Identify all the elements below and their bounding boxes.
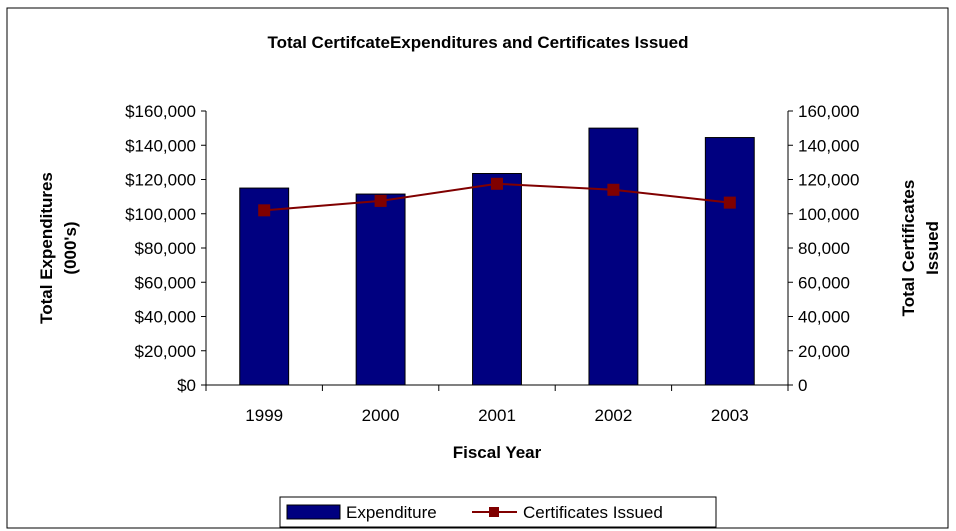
y-tick-label: $40,000 <box>135 308 196 327</box>
y-tick-label: $60,000 <box>135 273 196 292</box>
y2-tick-label: 20,000 <box>798 342 850 361</box>
bar-expenditure <box>239 187 290 386</box>
x-axis-ticks: 1999 2000 2001 2002 2003 <box>205 385 789 425</box>
chart-title: Total CertifcateExpenditures and Certifi… <box>267 33 688 52</box>
y-tick-label: $120,000 <box>125 171 196 190</box>
x-tick-label: 2002 <box>594 406 632 425</box>
certificates-marker <box>607 183 620 196</box>
y2-tick-label: 60,000 <box>798 273 850 292</box>
bar-expenditure <box>704 137 755 386</box>
legend-label-expenditure: Expenditure <box>346 503 437 522</box>
y2-tick-label: 140,000 <box>798 136 859 155</box>
x-axis-title: Fiscal Year <box>453 443 542 462</box>
y2-tick-label: 120,000 <box>798 171 859 190</box>
bar-expenditure <box>588 127 639 386</box>
legend: Expenditure Certificates Issued <box>279 496 717 528</box>
certificates-marker <box>723 196 736 209</box>
y2-tick-label: 40,000 <box>798 308 850 327</box>
y-tick-label: $100,000 <box>125 205 196 224</box>
y2-axis-title-line2: Issued <box>923 221 942 275</box>
x-tick-label: 2000 <box>362 406 400 425</box>
x-tick-label: 1999 <box>245 406 283 425</box>
y2-tick-label: 100,000 <box>798 205 859 224</box>
y-tick-label: $140,000 <box>125 136 196 155</box>
legend-label-certificates: Certificates Issued <box>523 503 663 522</box>
legend-swatch-expenditure <box>286 504 341 520</box>
bar-expenditure <box>355 193 406 386</box>
y-tick-label: $160,000 <box>125 102 196 121</box>
certificates-marker <box>491 177 503 190</box>
y2-tick-label: 160,000 <box>798 102 859 121</box>
y-axis-title-line1: Total Expenditures <box>37 172 56 324</box>
y-tick-label: $20,000 <box>135 342 196 361</box>
y2-tick-label: 0 <box>798 376 807 395</box>
certificates-marker <box>374 194 387 207</box>
y2-axis-ticks: 0 20,000 40,000 60,000 80,000 100,000 120,000 1… <box>788 102 859 395</box>
legend-marker-certificates <box>489 507 499 517</box>
y-tick-label: $80,000 <box>135 239 196 258</box>
y2-tick-label: 80,000 <box>798 239 850 258</box>
certificates-marker <box>258 204 271 217</box>
y-axis-ticks: $0 $20,000 $40,000 $60,000 $80,000 $100,000 $1… <box>125 102 206 395</box>
x-tick-label: 2003 <box>711 406 749 425</box>
line-series <box>258 177 736 217</box>
y-axis-title-line2: (000's) <box>61 221 80 274</box>
bar-series <box>239 127 755 386</box>
bar-expenditure <box>472 173 522 386</box>
x-tick-label: 2001 <box>478 406 516 425</box>
y-tick-label: $0 <box>177 376 196 395</box>
y2-axis-title-line1: Total Certificates <box>899 180 918 317</box>
